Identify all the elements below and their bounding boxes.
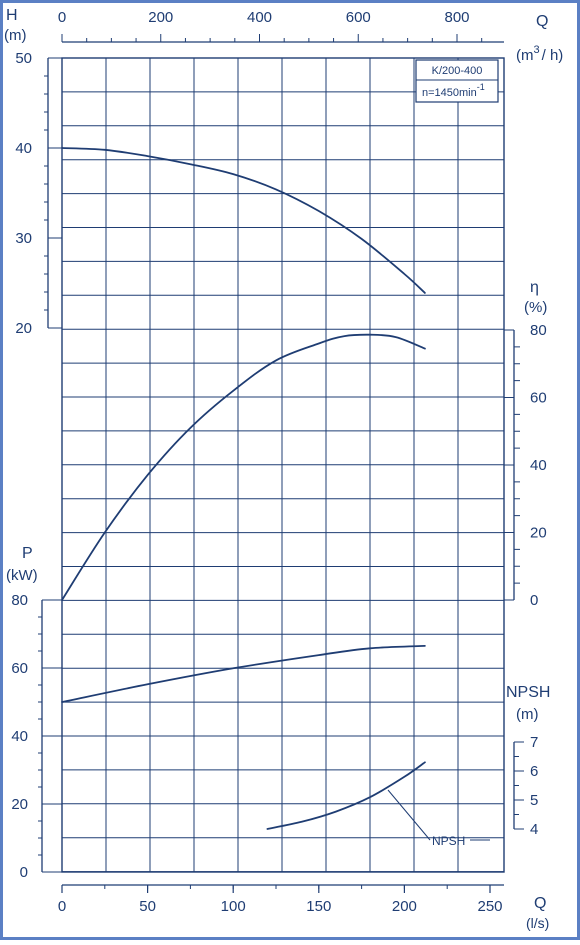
top-q-axis-label: Q — [536, 13, 548, 30]
h-tick-label: 40 — [15, 140, 32, 157]
p-tick-label: 20 — [11, 796, 28, 813]
top-q-unit-part-2: / h) — [542, 47, 564, 64]
top-q-tick-label: 400 — [247, 9, 272, 26]
bottom-q-tick-label: 150 — [306, 898, 331, 915]
npsh-axis-label: NPSH — [506, 684, 550, 701]
model-speed-text: n=1450min — [422, 87, 477, 99]
top-q-axis-unit: (m3/ h) — [516, 44, 563, 64]
npsh-curve — [266, 761, 426, 830]
npsh-leader-line — [387, 789, 431, 841]
h-axis-label: H — [6, 7, 18, 24]
eta-axis-unit: (%) — [524, 299, 547, 316]
bottom-q-tick-label: 250 — [477, 898, 502, 915]
eta-axis-label: η — [530, 279, 539, 296]
npsh-tick-label: 4 — [530, 821, 538, 838]
p-tick-label: 0 — [20, 864, 28, 881]
p-tick-label: 80 — [11, 592, 28, 609]
npsh-tick-label: 6 — [530, 763, 538, 780]
top-q-unit-part-1: (m — [516, 47, 534, 64]
labels: H (m) Q (m3/ h) η (%) P (kW) NPSH (m) Q … — [4, 7, 563, 931]
npsh-annotation: NPSH — [432, 834, 465, 848]
npsh-tick-label: 5 — [530, 792, 538, 809]
bottom-q-tick-label: 50 — [139, 898, 156, 915]
top-q-tick-label: 600 — [346, 9, 371, 26]
top-q-tick-label: 200 — [148, 9, 173, 26]
model-speed: n=1450min-1 — [422, 82, 485, 99]
bottom-q-tick-label: 100 — [221, 898, 246, 915]
bottom-q-tick-label: 0 — [58, 898, 66, 915]
bottom-q-tick-label: 200 — [392, 898, 417, 915]
efficiency-curve — [61, 333, 426, 601]
p-tick-label: 60 — [11, 660, 28, 677]
grid — [61, 57, 505, 873]
bottom-q-axis-unit: (l/s) — [526, 915, 549, 931]
series — [61, 147, 490, 841]
top-q-unit-sup: 3 — [534, 44, 540, 56]
model-title: K/200-400 — [432, 65, 483, 77]
p-axis-unit: (kW) — [6, 567, 38, 584]
model-speed-sup: -1 — [477, 82, 485, 92]
eta-tick-label: 80 — [530, 322, 547, 339]
model-legend-box — [415, 59, 499, 103]
npsh-axis-unit: (m) — [516, 706, 539, 723]
power-curve — [61, 645, 426, 703]
h-tick-label: 50 — [15, 50, 32, 67]
p-tick-label: 40 — [11, 728, 28, 745]
top-q-tick-label: 0 — [58, 9, 66, 26]
eta-tick-label: 60 — [530, 390, 547, 407]
top-q-tick-label: 800 — [444, 9, 469, 26]
h-tick-label: 20 — [15, 320, 32, 337]
h-axis-unit: (m) — [4, 27, 27, 44]
eta-tick-label: 20 — [530, 525, 547, 542]
h-tick-label: 30 — [15, 230, 32, 247]
eta-tick-label: 0 — [530, 592, 538, 609]
p-axis-label: P — [22, 545, 33, 562]
eta-tick-label: 40 — [530, 457, 547, 474]
npsh-tick-label: 7 — [530, 734, 538, 751]
head-curve — [61, 147, 426, 294]
bottom-q-axis-label: Q — [534, 895, 546, 912]
